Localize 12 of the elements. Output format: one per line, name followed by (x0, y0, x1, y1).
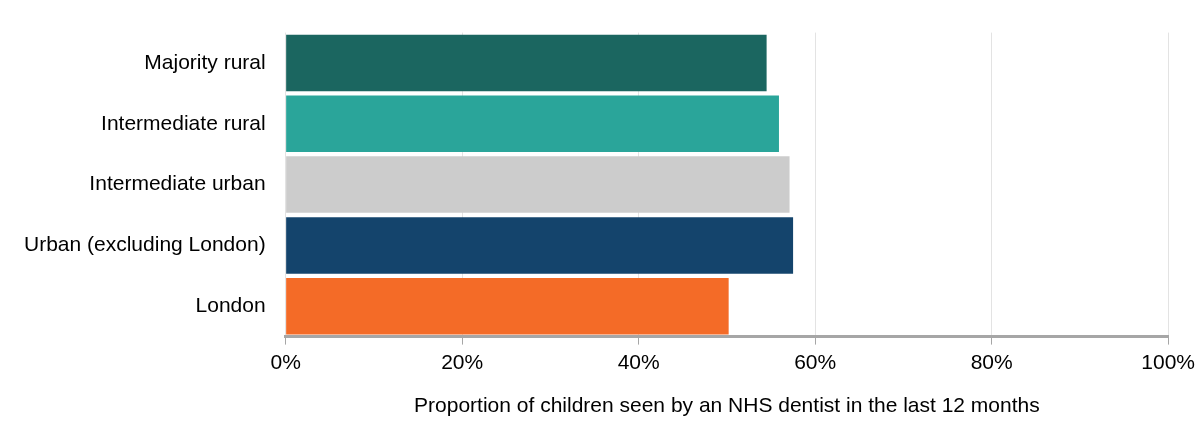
y-tick-label: Majority rural (144, 49, 266, 73)
x-tick-label: 40% (617, 350, 660, 373)
y-tick-label: Urban (excluding London) (24, 232, 266, 256)
x-tick-label: 0% (270, 350, 301, 373)
x-axis-title: Proportion of children seen by an NHS dentist in the last 12 months (414, 393, 1040, 417)
y-tick-label: Intermediate rural (101, 110, 266, 134)
y-tick-label: Intermediate urban (89, 171, 266, 195)
x-tick-label: 100% (1141, 350, 1195, 373)
y-tick-label: London (195, 293, 266, 316)
x-tick-label: 20% (441, 350, 484, 373)
x-tick-label: 80% (970, 350, 1013, 373)
x-tick-label: 60% (794, 350, 837, 373)
